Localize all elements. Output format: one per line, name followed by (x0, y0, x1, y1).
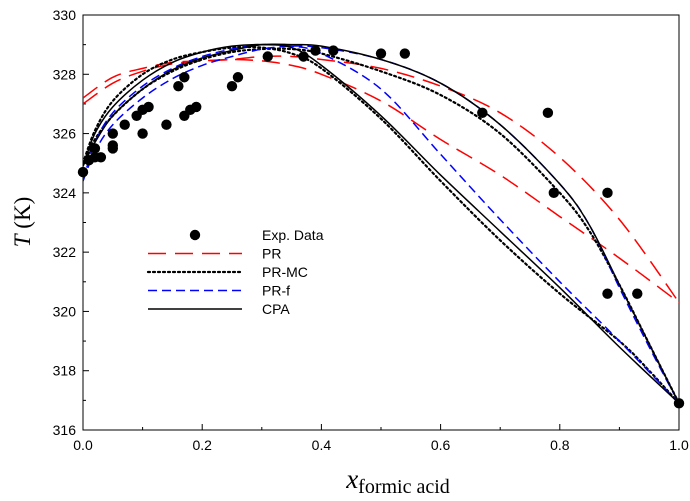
exp-data-point (399, 48, 411, 59)
exp-data-point (95, 152, 107, 163)
y-tick-label: 324 (53, 185, 77, 201)
exp-data-point (298, 51, 309, 62)
plot-frame (82, 14, 680, 431)
exp-data-point (548, 187, 560, 199)
series-pr-lower-curve (83, 58, 679, 304)
exp-data-point (107, 128, 119, 139)
exp-data-point (161, 119, 172, 130)
exp-data-point (673, 398, 685, 409)
exp-data-points (77, 45, 685, 409)
x-tick-label: 0.4 (312, 437, 332, 453)
exp-data-point (477, 107, 488, 119)
curves (83, 43, 679, 405)
y-tick-label: 328 (53, 66, 77, 82)
x-tick-label: 0.0 (73, 437, 93, 453)
series-pr-upper-curve (83, 55, 679, 303)
series-cpa-upper-curve (83, 43, 679, 404)
y-tick-label: 326 (53, 126, 77, 142)
y-tick-label: 320 (53, 303, 77, 319)
axis-ticks: 0.0 0.2 0.4 0.6 0.8 1.0 316 318 320 322 324 326 328 3… (53, 7, 689, 453)
x-tick-label: 0.6 (431, 437, 451, 453)
series-cpa-lower-curve (83, 43, 679, 404)
exp-data-point (602, 288, 613, 299)
exp-data-point (77, 166, 89, 178)
exp-data-point (310, 45, 321, 56)
y-tick-label: 316 (53, 422, 77, 438)
exp-data-point (375, 48, 387, 59)
x-axis-title: xformic acid (345, 464, 450, 498)
legend-label: CPA (262, 301, 290, 317)
x-tick-label: 0.2 (192, 437, 212, 453)
exp-data-point (179, 72, 190, 83)
exp-data-point (328, 45, 339, 56)
y-tick-label: 322 (53, 244, 77, 260)
exp-data-point (119, 119, 130, 130)
y-tick-label: 318 (53, 363, 77, 379)
legend-label: PR-f (262, 283, 290, 299)
exp-data-point (89, 143, 101, 154)
legend-label: Exp. Data (262, 227, 324, 243)
y-tick-label: 330 (53, 7, 77, 23)
x-tick-label: 1.0 (669, 437, 689, 453)
y-axis-title: T (K) (10, 197, 35, 247)
exp-data-point (143, 101, 154, 113)
exp-data-point (107, 140, 119, 151)
exp-data-point (632, 288, 643, 299)
legend-label: PR-MC (262, 264, 308, 280)
legend-label: PR (262, 246, 281, 262)
exp-data-point (262, 51, 273, 62)
exp-data-point (137, 128, 148, 139)
exp-data-point (226, 80, 238, 92)
exp-data-point (602, 187, 613, 199)
exp-data-point (232, 72, 244, 83)
exp-data-point (191, 101, 202, 113)
series-pr-f-lower-curve (83, 43, 679, 404)
exp-data-point (542, 107, 554, 119)
exp-data-point (173, 80, 184, 92)
legend-marker-exp-data (189, 229, 201, 241)
legend: Exp. Data PR PR-MC PR-f CPA (146, 227, 324, 317)
x-tick-label: 0.8 (550, 437, 570, 453)
